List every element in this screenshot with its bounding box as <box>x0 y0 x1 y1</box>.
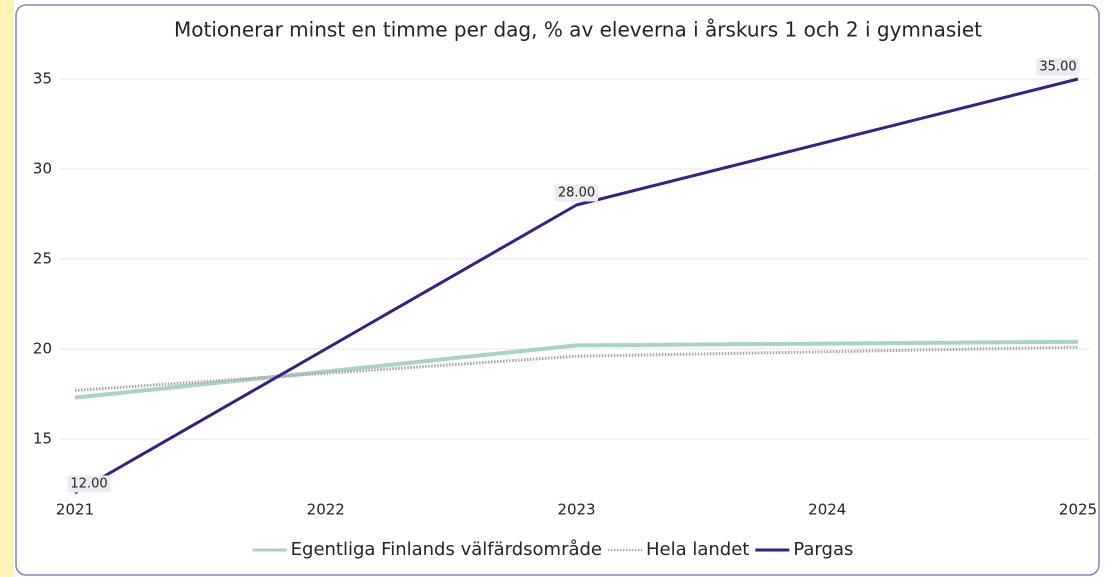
data-label-text: 28.00 <box>558 186 595 201</box>
data-label-bg <box>1036 58 1080 76</box>
data-label-text: 12.00 <box>70 477 107 492</box>
y-tick-label: 35 <box>33 70 52 88</box>
y-tick-label: 30 <box>33 160 52 178</box>
series-line <box>74 345 1079 392</box>
x-tick-label: 2024 <box>808 501 846 519</box>
legend-label: Hela landet <box>646 539 749 560</box>
legend-label: Egentliga Finlands välfärdsområde <box>291 539 602 560</box>
data-label-bg <box>67 475 111 493</box>
x-tick-label: 2023 <box>557 501 595 519</box>
data-label-text: 35.00 <box>1039 60 1076 75</box>
x-tick-label: 2021 <box>56 501 94 519</box>
legend: Egentliga Finlands välfärdsområde Hela la… <box>252 539 853 560</box>
data-label: 28.00 <box>554 184 599 202</box>
x-tick-label: 2022 <box>307 501 345 519</box>
series-line <box>74 339 1079 400</box>
data-label-bg <box>554 184 599 202</box>
legend-label: Pargas <box>793 539 853 560</box>
y-tick-label: 20 <box>33 340 52 358</box>
data-label: 35.00 <box>1036 58 1080 76</box>
x-tick-label: 2025 <box>1059 501 1097 519</box>
chart-title: Motionerar minst en timme per dag, % av … <box>174 18 982 42</box>
series-line <box>74 77 1079 495</box>
data-label: 12.00 <box>67 475 111 493</box>
side-strip <box>0 0 14 577</box>
card <box>15 4 1100 576</box>
y-tick-label: 25 <box>33 250 52 268</box>
y-tick-label: 15 <box>33 430 52 448</box>
